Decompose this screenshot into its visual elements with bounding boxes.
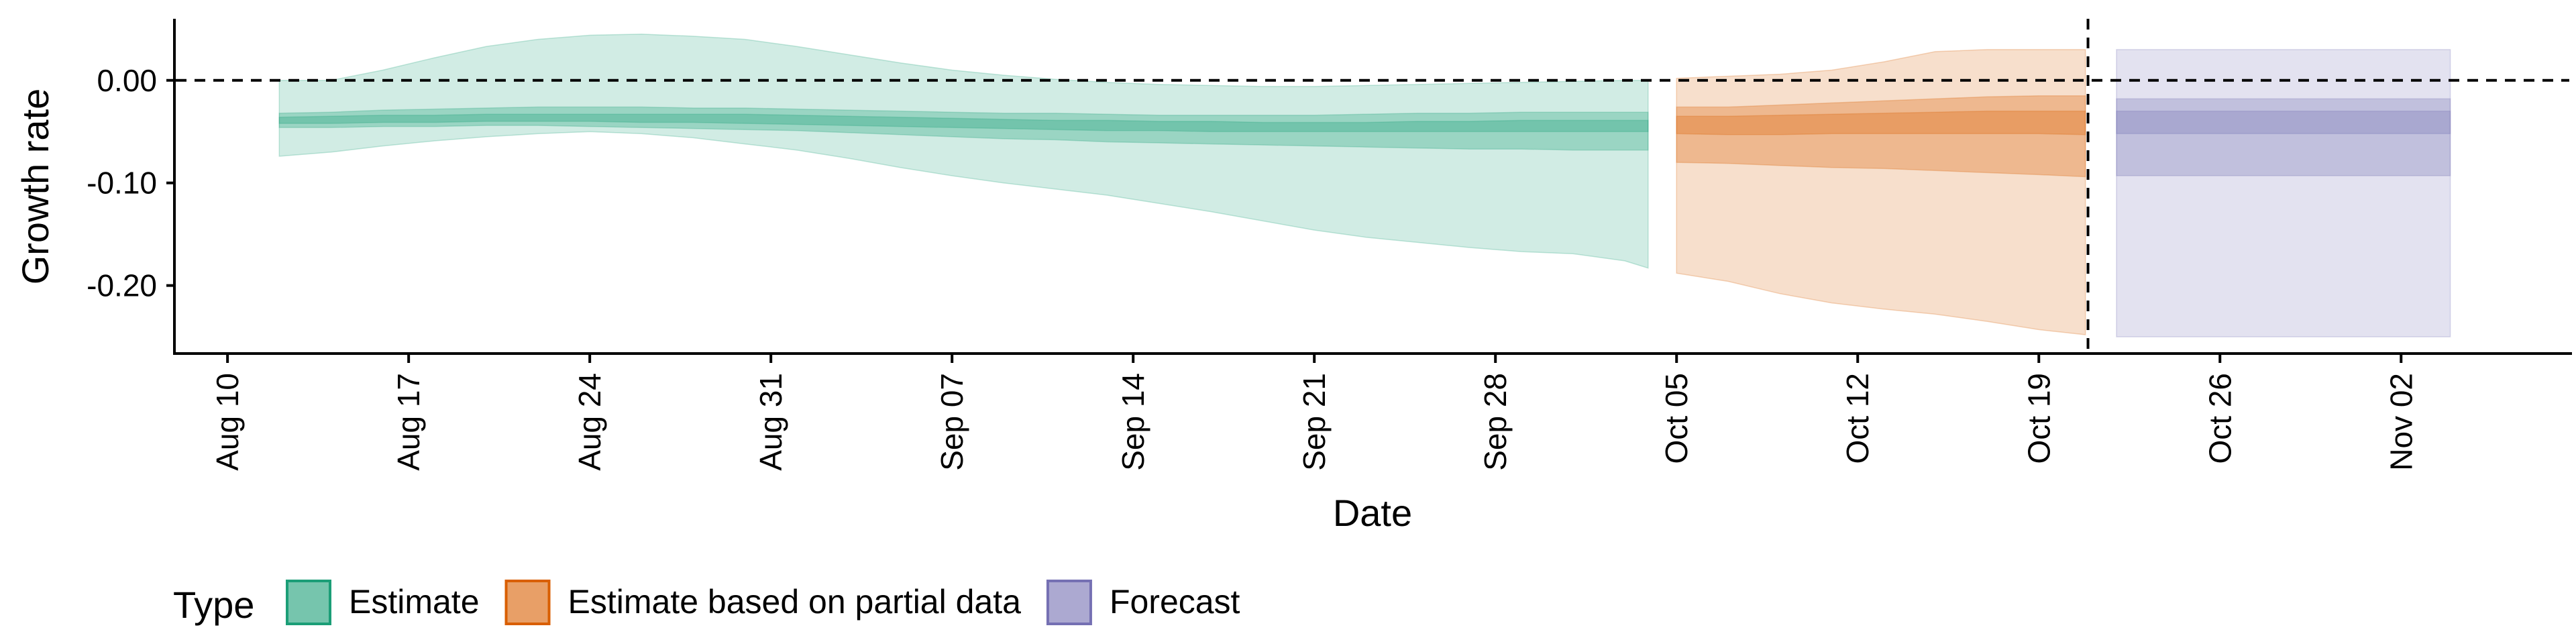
estimate-based-on-partial-data-outer-band bbox=[1676, 49, 2086, 335]
x-tick-label: Sep 28 bbox=[1478, 373, 1513, 471]
legend-key-estimate bbox=[286, 580, 331, 625]
x-tick-label: Sep 07 bbox=[934, 373, 969, 471]
y-tick-label: -0.20 bbox=[87, 268, 157, 303]
x-axis-title: Date bbox=[1333, 492, 1412, 534]
x-tick-label: Aug 17 bbox=[391, 373, 426, 471]
x-tick-label: Sep 21 bbox=[1297, 373, 1332, 471]
estimate-based-on-partial-data-mid-band bbox=[1676, 95, 2086, 178]
x-tick-label: Oct 12 bbox=[1840, 373, 1875, 464]
forecast-inner-band bbox=[2116, 110, 2451, 135]
legend-label-estimate: Estimate bbox=[349, 583, 480, 621]
y-axis-title: Growth rate bbox=[14, 89, 56, 285]
estimate-outer-band bbox=[278, 34, 1649, 269]
y-tick-label: -0.10 bbox=[87, 166, 157, 201]
reference-lines bbox=[176, 19, 2569, 352]
estimate-inner-band bbox=[278, 113, 1649, 132]
estimate-mid-band bbox=[278, 106, 1649, 151]
legend-label-estimate-based-on-partial-data: Estimate based on partial data bbox=[568, 583, 1022, 621]
x-tick-label: Sep 14 bbox=[1116, 373, 1150, 471]
x-ticks: Aug 10 Aug 17 Aug 24 Aug 31 Sep 07 Sep 14 Sep … bbox=[210, 354, 2418, 471]
legend-key-forecast bbox=[1046, 580, 1092, 625]
x-tick-label: Aug 10 bbox=[210, 373, 245, 471]
x-tick-label: Aug 31 bbox=[753, 373, 788, 471]
x-tick-label: Aug 24 bbox=[572, 373, 607, 471]
x-tick-label: Nov 02 bbox=[2383, 373, 2418, 471]
legend-label-forecast: Forecast bbox=[1110, 583, 1240, 621]
forecast-outer-band bbox=[2116, 49, 2451, 337]
forecast-mid-band bbox=[2116, 98, 2451, 176]
x-tick-label: Oct 05 bbox=[1659, 373, 1694, 464]
x-tick-label: Oct 26 bbox=[2202, 373, 2237, 464]
legend-title: Type bbox=[173, 584, 254, 626]
y-tick-label: 0.00 bbox=[97, 63, 157, 98]
band-layer bbox=[278, 34, 2451, 337]
legend-key-estimate-based-on-partial-data bbox=[504, 580, 551, 625]
y-ticks: 0.00 -0.10 -0.20 bbox=[87, 63, 174, 303]
x-tick-label: Oct 19 bbox=[2021, 373, 2056, 464]
legend: Type Estimate Estimate based on partial d… bbox=[173, 580, 1240, 626]
axes bbox=[173, 19, 2572, 355]
estimate-based-on-partial-data-inner-band bbox=[1676, 110, 2086, 136]
